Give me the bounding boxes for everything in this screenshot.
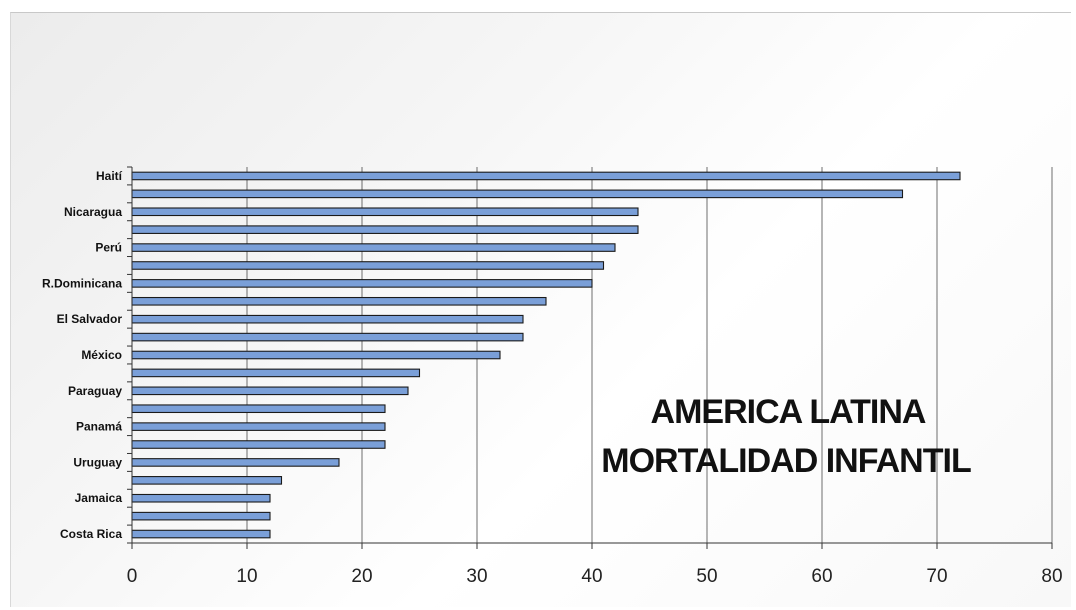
bars bbox=[131, 171, 961, 539]
bar-14 bbox=[131, 422, 386, 431]
bar-17 bbox=[131, 476, 283, 485]
bar-12 bbox=[131, 386, 409, 396]
category-labels: Haití Nicaragua Perú R.Dominicana El Salvado… bbox=[42, 169, 123, 541]
category-label-4: Perú bbox=[95, 241, 122, 255]
x-tick-label-0: 0 bbox=[127, 566, 138, 587]
chart-title-line-2: MORTALIDAD INFANTIL bbox=[601, 442, 971, 480]
category-label-10: México bbox=[81, 348, 122, 362]
x-tick-label-60: 60 bbox=[811, 566, 832, 587]
bar-3 bbox=[131, 225, 639, 234]
category-label-0: Haití bbox=[96, 169, 123, 183]
bar-10 bbox=[131, 350, 501, 360]
bar-2 bbox=[131, 207, 639, 217]
bar-20 bbox=[131, 529, 271, 539]
category-label-2: Nicaragua bbox=[64, 205, 122, 219]
x-tick-labels: 0 10 20 30 40 50 60 70 80 bbox=[127, 566, 1063, 587]
bar-9 bbox=[131, 332, 524, 342]
bar-19 bbox=[131, 511, 271, 521]
bar-8 bbox=[131, 314, 524, 324]
bar-4 bbox=[131, 243, 616, 252]
bar-1 bbox=[131, 189, 904, 199]
bar-16 bbox=[131, 458, 340, 467]
category-label-12: Paraguay bbox=[68, 384, 122, 398]
x-ticks bbox=[131, 543, 1053, 549]
x-tick-label-80: 80 bbox=[1041, 566, 1062, 587]
bar-0 bbox=[131, 171, 961, 181]
chart-title-line-1: AMERICA LATINA bbox=[651, 393, 926, 431]
bar-13 bbox=[131, 404, 386, 414]
chart-background bbox=[10, 12, 1071, 607]
category-label-6: R.Dominicana bbox=[42, 276, 122, 290]
category-label-16: Uruguay bbox=[73, 455, 122, 469]
x-tick-label-50: 50 bbox=[696, 566, 717, 587]
bar-6 bbox=[131, 279, 593, 288]
category-label-20: Costa Rica bbox=[60, 527, 122, 541]
bar-7 bbox=[131, 296, 547, 306]
x-tick-label-20: 20 bbox=[351, 566, 372, 587]
bar-18 bbox=[131, 493, 271, 503]
y-ticks bbox=[127, 166, 132, 544]
category-label-8: El Salvador bbox=[57, 312, 123, 326]
x-tick-label-10: 10 bbox=[236, 566, 257, 587]
bar-11 bbox=[131, 368, 421, 378]
x-tick-label-70: 70 bbox=[926, 566, 947, 587]
category-label-14: Panamá bbox=[76, 420, 122, 434]
x-tick-label-40: 40 bbox=[581, 566, 602, 587]
bar-15 bbox=[131, 440, 386, 449]
bar-5 bbox=[131, 261, 605, 270]
x-tick-label-30: 30 bbox=[466, 566, 487, 587]
category-label-18: Jamaica bbox=[75, 491, 123, 505]
